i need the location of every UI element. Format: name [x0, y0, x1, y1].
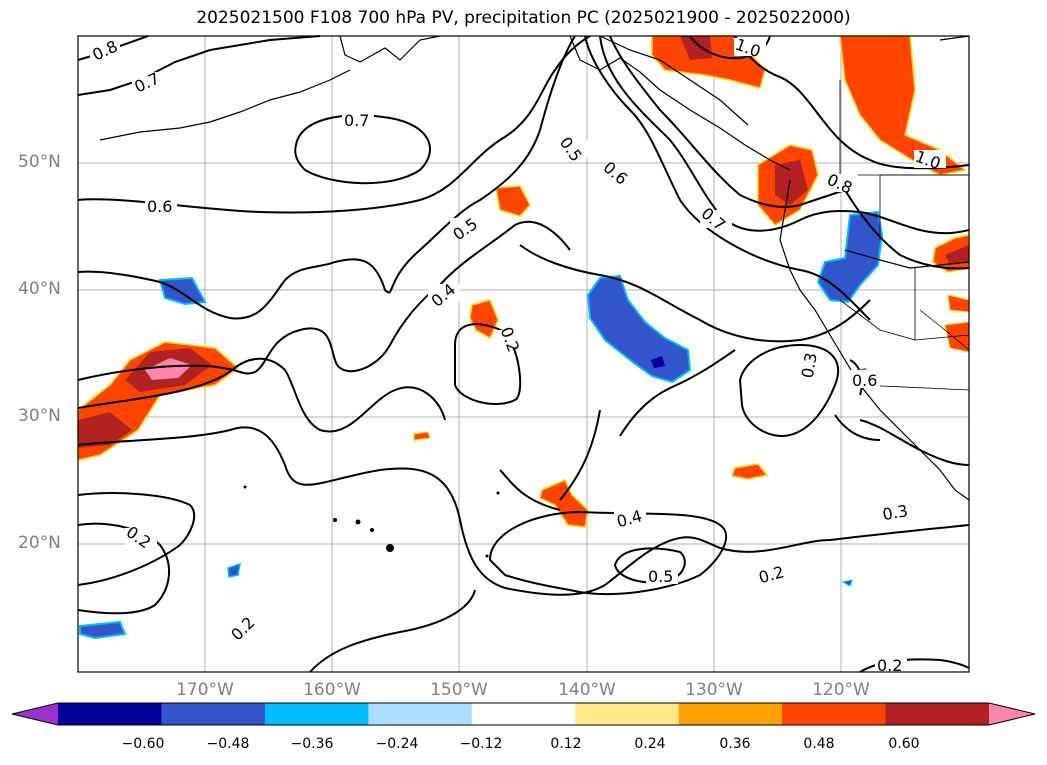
- colorbar-tick: 0.60: [888, 736, 920, 752]
- lat-label: 50°N: [18, 152, 61, 172]
- colorbar-tick: −0.24: [375, 736, 419, 752]
- colorbar: [11, 702, 1036, 726]
- contour-label: 0.5: [648, 567, 673, 586]
- contour-label: 0.3: [881, 501, 909, 524]
- lon-label: 140°W: [558, 680, 616, 700]
- lon-label: 150°W: [430, 680, 488, 700]
- map-title: 2025021500 F108 700 hPa PV, precipitatio…: [196, 8, 851, 28]
- colorbar-segment: [368, 703, 473, 725]
- colorbar-tick: 0.12: [550, 736, 582, 752]
- map-frame: [77, 35, 970, 673]
- precip-negative-areas: [79, 210, 884, 640]
- map-background: [78, 36, 969, 672]
- contour-label: 0.2: [877, 656, 902, 675]
- colorbar-tick: 0.24: [634, 736, 666, 752]
- precip-positive-areas: [77, 35, 970, 528]
- lon-label: 170°W: [176, 680, 234, 700]
- lat-label: 20°N: [18, 533, 61, 553]
- colorbar-extend-high: [989, 703, 1035, 725]
- lon-label: 160°W: [303, 680, 361, 700]
- contour-label: 0.6: [852, 371, 877, 390]
- lat-label: 40°N: [18, 279, 61, 299]
- colorbar-extend-low: [12, 703, 58, 725]
- colorbar-segment: [161, 703, 266, 725]
- islands: [243, 485, 500, 558]
- colorbar-segment: [678, 703, 783, 725]
- contour-label: 0.7: [344, 111, 369, 130]
- contour-label: 0.3: [798, 351, 821, 379]
- colorbar-tick: 0.48: [803, 736, 835, 752]
- colorbar-tick: 0.36: [719, 736, 751, 752]
- colorbar-tick: −0.12: [459, 736, 503, 752]
- contour-label: 0.6: [147, 197, 172, 216]
- colorbar-segment: [885, 703, 990, 725]
- contour-labels: 0.8 0.7 0.7 0.6 0.5 0.4 0.2 0.5 0.6 0.7 …: [89, 35, 946, 675]
- coastlines: [99, 35, 970, 501]
- colorbar-segment: [264, 703, 369, 725]
- colorbar-segment: [471, 703, 576, 725]
- colorbar-segment: [58, 703, 162, 725]
- colorbar-tick: −0.48: [206, 736, 250, 752]
- colorbar-tick: −0.60: [121, 736, 165, 752]
- colorbar-segment: [782, 703, 887, 725]
- lat-label: 30°N: [18, 406, 61, 426]
- colorbar-tick: −0.36: [290, 736, 334, 752]
- lon-label: 120°W: [812, 680, 870, 700]
- lon-label: 130°W: [685, 680, 743, 700]
- colorbar-segment: [575, 703, 680, 725]
